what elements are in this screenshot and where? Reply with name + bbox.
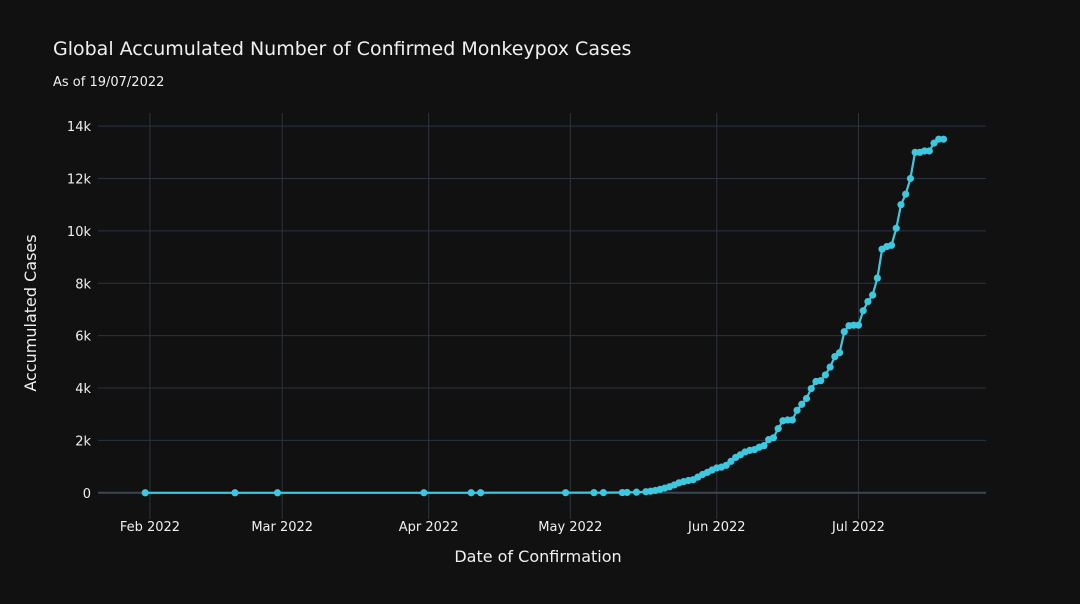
y-tick-label: 12k <box>67 172 92 187</box>
data-point <box>831 353 839 361</box>
data-point <box>821 371 830 379</box>
y-tick-label: 14k <box>67 120 92 135</box>
data-point <box>467 489 475 497</box>
y-tick-label: 10k <box>67 225 92 240</box>
data-point <box>859 307 867 315</box>
data-point <box>231 489 239 497</box>
data-point <box>925 147 933 155</box>
data-point <box>623 488 631 497</box>
data-point <box>930 139 938 147</box>
data-point <box>769 434 778 442</box>
data-point <box>854 321 863 329</box>
data-point <box>590 489 598 497</box>
data-point <box>476 489 485 497</box>
data-point <box>727 457 735 465</box>
data-point <box>939 135 948 143</box>
tick-labels: Feb 2022 Mar 2022 Apr 2022 May 2022 Jun 2022… <box>67 120 885 535</box>
data-point <box>141 489 149 497</box>
data-point <box>760 442 768 450</box>
data-point <box>793 406 801 414</box>
data-point <box>892 224 900 232</box>
y-tick-label: 4k <box>75 382 91 397</box>
series-layer <box>141 135 948 497</box>
data-point <box>798 400 806 408</box>
y-tick-label: 8k <box>75 277 91 292</box>
data-point <box>817 377 825 385</box>
data-point <box>420 489 428 497</box>
x-tick-label: Mar 2022 <box>251 520 313 535</box>
x-tick-label: Feb 2022 <box>120 520 180 535</box>
series-line <box>145 138 944 494</box>
data-point <box>788 416 796 424</box>
data-point <box>774 425 782 433</box>
data-point <box>835 349 844 357</box>
data-point <box>273 489 282 497</box>
y-tick-label: 6k <box>75 330 91 345</box>
y-axis-label: Accumulated Cases <box>21 234 40 391</box>
data-point <box>807 384 815 393</box>
data-point <box>599 488 608 497</box>
y-tick-label: 2k <box>75 434 91 449</box>
y-tick-label: 0 <box>83 487 91 502</box>
x-axis-label: Date of Confirmation <box>454 547 621 566</box>
data-point <box>864 297 872 306</box>
data-point <box>840 328 848 336</box>
data-point <box>722 461 730 469</box>
data-point <box>873 274 881 282</box>
data-point <box>632 488 641 496</box>
data-point <box>826 363 834 371</box>
data-point <box>887 241 896 249</box>
data-point <box>906 174 915 183</box>
data-point <box>802 394 811 403</box>
chart-title: Global Accumulated Number of Confirmed M… <box>53 38 631 60</box>
x-tick-label: Jul 2022 <box>831 520 885 535</box>
data-point <box>897 201 905 209</box>
gridlines <box>98 113 986 519</box>
x-tick-label: Jun 2022 <box>687 520 746 535</box>
data-point <box>869 291 877 299</box>
x-tick-label: Apr 2022 <box>399 520 459 535</box>
data-point <box>562 489 570 497</box>
chart-subtitle: As of 19/07/2022 <box>53 75 164 90</box>
x-tick-label: May 2022 <box>538 520 602 535</box>
data-point <box>902 190 910 198</box>
